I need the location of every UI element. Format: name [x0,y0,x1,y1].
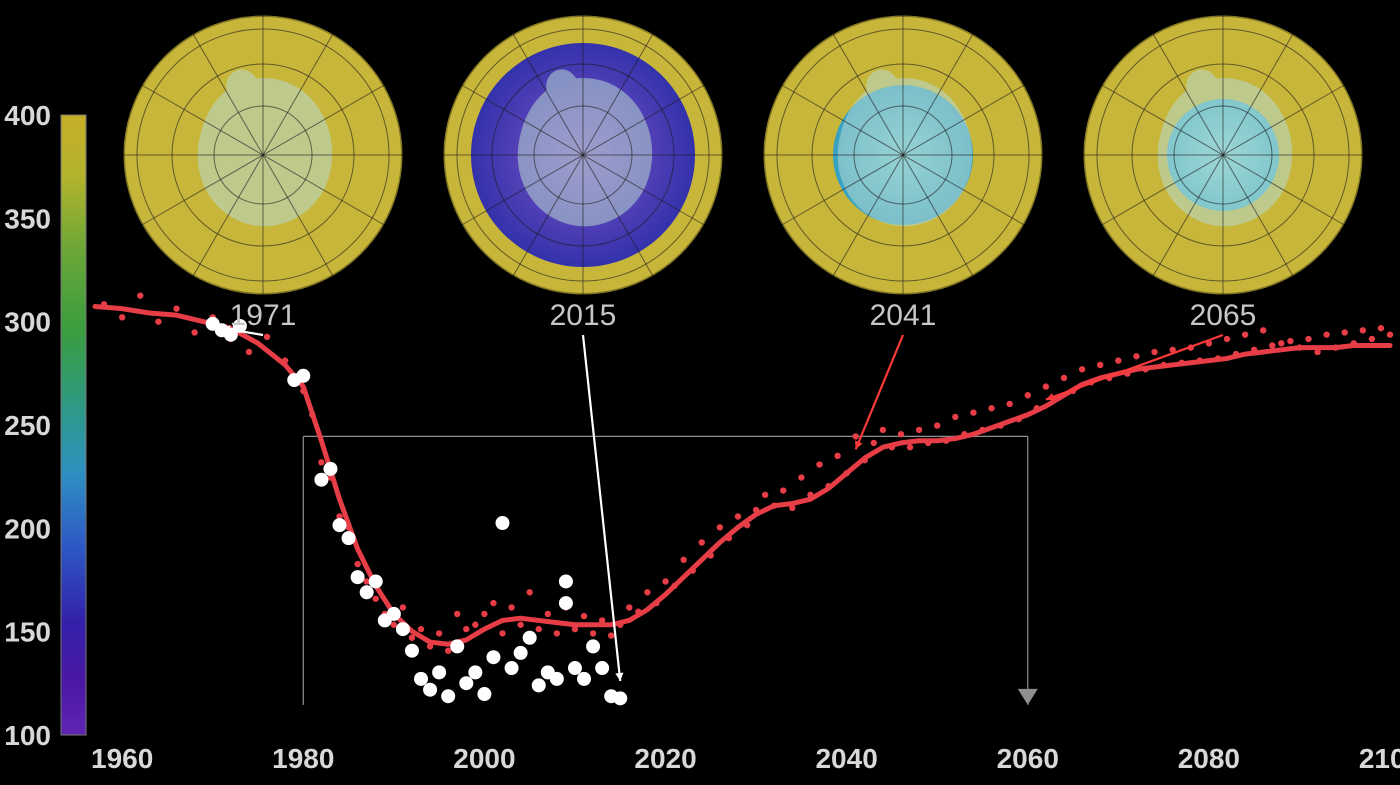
globe-year-label: 2015 [550,299,617,332]
x-tick-label: 1960 [91,743,153,774]
x-tick-label: 2100 [1359,743,1400,774]
y-tick-label: 200 [4,513,51,544]
ozone-globe [123,15,403,295]
x-tick-label: 2040 [815,743,877,774]
y-tick-label: 350 [4,203,51,234]
x-tick-label: 1980 [272,743,334,774]
ozone-globe [763,15,1043,295]
x-tick-label: 2060 [997,743,1059,774]
y-tick-label: 250 [4,410,51,441]
ozone-figure: 100 150 200 250 300 350 400 1960 1980 2000 2020 204… [0,0,1400,785]
y-tick-label: 400 [4,100,51,131]
ozone-globe [443,15,723,295]
globe-year-label: 2065 [1190,299,1257,332]
colorbar [61,115,86,735]
y-tick-label: 150 [4,617,51,648]
x-tick-label: 2000 [453,743,515,774]
y-tick-label: 300 [4,307,51,338]
ozone-globe [1083,15,1363,295]
x-tick-label: 2020 [634,743,696,774]
globe-year-label: 2041 [870,299,937,332]
globe-year-label: 1971 [230,299,297,332]
y-tick-label: 100 [4,720,51,751]
x-tick-label: 2080 [1178,743,1240,774]
